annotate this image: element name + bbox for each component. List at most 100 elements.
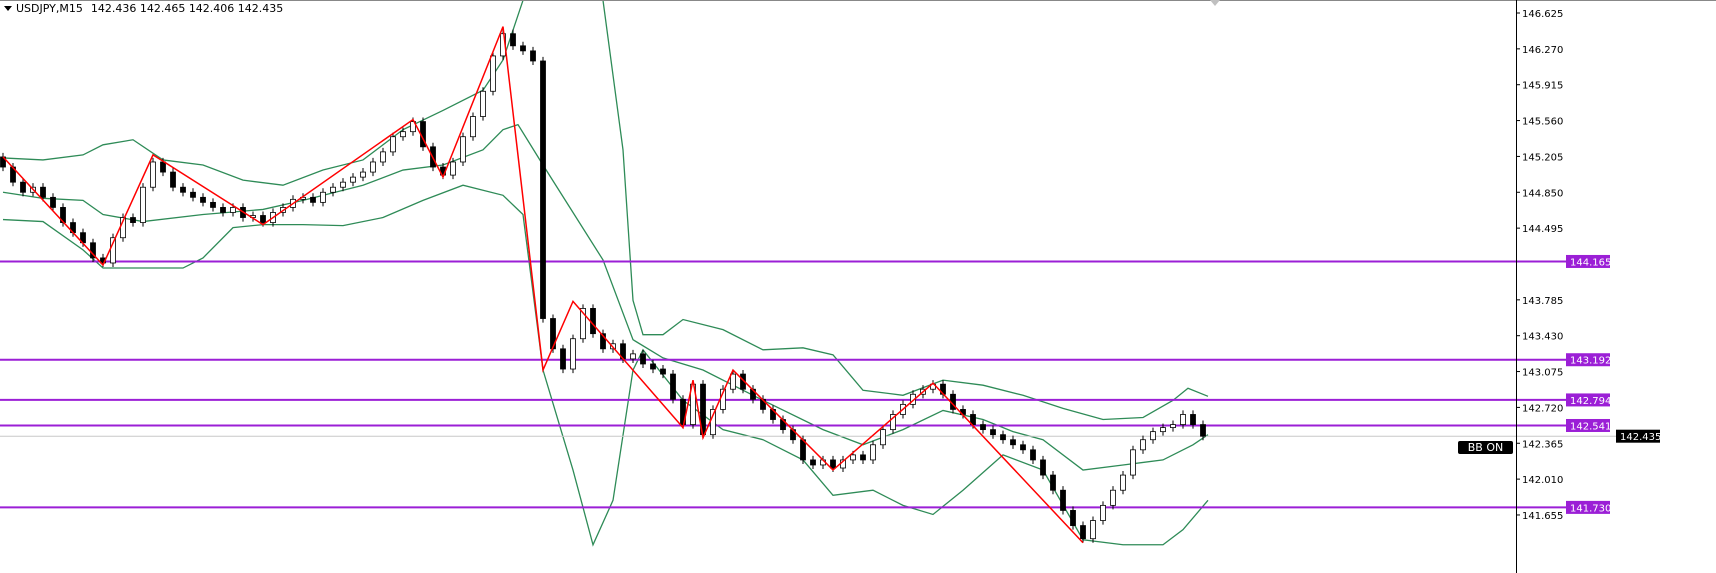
candle-body bbox=[560, 348, 566, 370]
candle bbox=[320, 188, 326, 207]
candle-body bbox=[110, 237, 116, 264]
candle-body bbox=[1020, 444, 1026, 451]
candle-body bbox=[1050, 474, 1056, 491]
candle bbox=[150, 157, 156, 192]
candle bbox=[450, 157, 456, 180]
candle-body bbox=[880, 429, 886, 446]
price-axis: 146.625 146.270 145.915 145.560 145.205 144.8… bbox=[1516, 9, 1661, 522]
candle-body bbox=[830, 459, 836, 469]
candle-body bbox=[850, 454, 856, 461]
bollinger-middle-band bbox=[2, 123, 1209, 471]
candle-body bbox=[980, 424, 986, 431]
candle-body bbox=[670, 373, 676, 400]
candle-body bbox=[160, 161, 166, 173]
horizontal-levels bbox=[0, 260, 1616, 509]
candle-body bbox=[990, 429, 996, 436]
candle-body bbox=[1160, 427, 1166, 433]
y-tick-label: 144.495 bbox=[1522, 224, 1563, 235]
candle bbox=[170, 168, 176, 192]
candle-body bbox=[400, 131, 406, 138]
candle-body bbox=[1140, 439, 1146, 451]
candle-body bbox=[50, 196, 56, 208]
candle bbox=[1120, 471, 1126, 495]
candle bbox=[1050, 471, 1056, 495]
dropdown-triangle-icon[interactable] bbox=[4, 6, 12, 11]
y-tick-label: 145.205 bbox=[1522, 152, 1563, 163]
candle bbox=[310, 193, 316, 207]
chart-shift-marker-icon[interactable] bbox=[1210, 0, 1220, 6]
candle-body bbox=[470, 116, 476, 138]
candle bbox=[1060, 486, 1066, 515]
level-price-label: 143.192 bbox=[1570, 356, 1611, 367]
candle-body bbox=[1060, 489, 1066, 511]
candle-body bbox=[570, 338, 576, 370]
candle bbox=[1110, 486, 1116, 510]
current-price-label: 142.435 bbox=[1620, 432, 1661, 443]
candle bbox=[840, 455, 846, 473]
candle bbox=[400, 127, 406, 141]
candle-body bbox=[390, 136, 396, 153]
bb-on-button[interactable]: BB ON bbox=[1458, 441, 1513, 454]
candle bbox=[350, 173, 356, 187]
candle-body bbox=[630, 353, 636, 360]
candle-body bbox=[330, 186, 336, 193]
candle-body bbox=[1090, 520, 1096, 540]
candle bbox=[640, 349, 646, 369]
candle-body bbox=[410, 121, 416, 133]
candle bbox=[1160, 423, 1166, 436]
candle-body bbox=[600, 333, 606, 350]
candle bbox=[460, 132, 466, 167]
candle-body bbox=[1080, 525, 1086, 540]
candle-body bbox=[580, 308, 586, 340]
candle-body bbox=[660, 368, 666, 375]
candle-body bbox=[650, 363, 656, 370]
y-tick-label: 145.915 bbox=[1522, 81, 1563, 92]
candle-body bbox=[970, 414, 976, 425]
candle bbox=[1080, 521, 1086, 543]
chart-title: USDJPY,M15 142.436 142.465 142.406 142.4… bbox=[4, 2, 283, 15]
candle-body bbox=[380, 151, 386, 163]
candle bbox=[650, 359, 656, 374]
candle bbox=[330, 183, 336, 197]
candle bbox=[90, 238, 96, 262]
candle bbox=[380, 147, 386, 167]
candle-body bbox=[1100, 504, 1106, 521]
candle bbox=[560, 344, 566, 374]
candle bbox=[870, 440, 876, 464]
candle bbox=[730, 370, 736, 394]
candle-body bbox=[370, 161, 376, 173]
candle bbox=[810, 455, 816, 470]
level-price-tag bbox=[1566, 353, 1610, 367]
candle-body bbox=[1170, 424, 1176, 429]
candle bbox=[200, 193, 206, 207]
level-price-label: 141.730 bbox=[1570, 503, 1611, 514]
candle bbox=[480, 87, 486, 121]
candle bbox=[580, 304, 586, 343]
candle-body bbox=[170, 171, 176, 188]
bollinger-upper-band bbox=[2, 0, 1209, 421]
symbol-timeframe: USDJPY,M15 bbox=[16, 2, 83, 15]
candle bbox=[370, 157, 376, 177]
candle bbox=[340, 178, 346, 192]
candle-body bbox=[1000, 434, 1006, 441]
y-tick-label: 143.785 bbox=[1522, 296, 1563, 307]
y-tick-label: 145.560 bbox=[1522, 117, 1563, 128]
candle-body bbox=[260, 215, 266, 223]
candle-body bbox=[1110, 489, 1116, 506]
candle bbox=[860, 450, 866, 464]
level-price-tag bbox=[1566, 418, 1610, 432]
candle-body bbox=[590, 308, 596, 335]
candle bbox=[590, 304, 596, 338]
candle bbox=[1040, 455, 1046, 480]
candle-body bbox=[530, 50, 536, 62]
y-tick-label: 141.655 bbox=[1522, 511, 1563, 522]
candle bbox=[470, 112, 476, 141]
zigzag-line bbox=[2, 26, 1084, 544]
candle bbox=[980, 420, 986, 434]
ohlc-values: 142.436 142.465 142.406 142.435 bbox=[90, 2, 284, 15]
bollinger-bands bbox=[2, 0, 1209, 547]
candle bbox=[630, 349, 636, 363]
candle bbox=[570, 334, 576, 374]
candle-body bbox=[460, 136, 466, 163]
